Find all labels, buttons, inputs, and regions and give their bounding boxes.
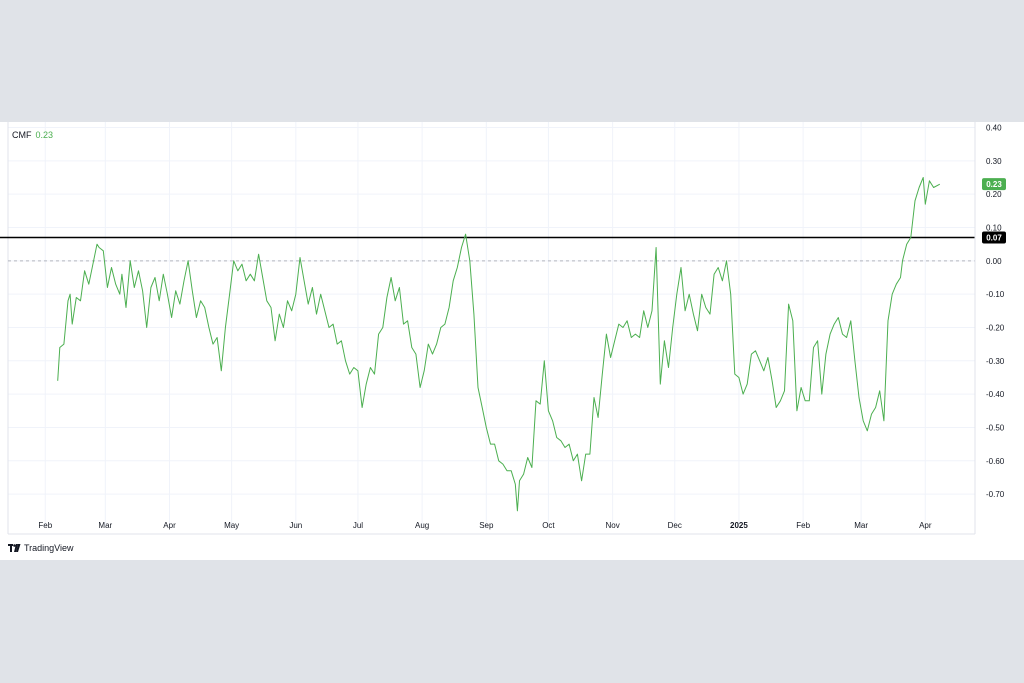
time-axis[interactable]: Feb Mar Apr May Jun Jul Aug Sep Oct Nov Dec 2025 Feb… [8, 521, 975, 535]
tradingview-logo-icon [8, 544, 21, 552]
level-badge-bg [982, 231, 1006, 244]
y-tick-label: 0.10 [986, 223, 1002, 232]
cmf-chart: 0.40 0.30 0.20 0.10 0.00 -0.10 -0.20 -0.30 -0.40… [0, 122, 1006, 535]
y-tick-label: -0.20 [986, 323, 1005, 332]
last-value-badge-text: 0.23 [986, 180, 1002, 189]
tradingview-wordmark: TradingView [24, 543, 74, 553]
y-tick-label: -0.40 [986, 390, 1005, 399]
chart-panel: 0.40 0.30 0.20 0.10 0.00 -0.10 -0.20 -0.30 -0.40… [0, 122, 1024, 560]
x-tick-label: 2025 [730, 521, 748, 530]
x-tick-label: May [224, 521, 239, 530]
y-tick-label: -0.60 [986, 457, 1005, 466]
tradingview-logo[interactable]: TradingView [8, 543, 74, 553]
x-tick-label: Jun [289, 521, 302, 530]
level-badge-text: 0.07 [986, 233, 1002, 242]
y-tick-label: 0.40 [986, 124, 1002, 133]
y-tick-label: -0.70 [986, 490, 1005, 499]
axis-badges: 0.23 0.07 [982, 178, 1006, 244]
cmf-series-line [57, 177, 941, 512]
x-tick-label: Aug [415, 521, 429, 530]
y-tick-label: -0.30 [986, 357, 1005, 366]
x-tick-label: Feb [796, 521, 810, 530]
x-tick-label: Jul [353, 521, 363, 530]
grid-lines [7, 122, 975, 534]
x-tick-label: Dec [668, 521, 682, 530]
x-tick-label: Nov [606, 521, 620, 530]
y-tick-label: 0.20 [986, 190, 1002, 199]
x-tick-label: Sep [479, 521, 494, 530]
x-tick-label: Apr [163, 521, 176, 530]
x-tick-label: Mar [854, 521, 868, 530]
y-tick-label: -0.50 [986, 423, 1005, 432]
x-tick-label: Mar [98, 521, 112, 530]
x-tick-label: Apr [919, 521, 932, 530]
x-tick-label: Oct [542, 521, 555, 530]
x-tick-label: Feb [38, 521, 52, 530]
indicator-value: 0.23 [35, 130, 54, 140]
y-tick-label: -0.10 [986, 290, 1005, 299]
price-axis[interactable]: 0.40 0.30 0.20 0.10 0.00 -0.10 -0.20 -0.30 -0.40… [974, 122, 1005, 534]
indicator-name: CMF [12, 130, 32, 140]
indicator-legend[interactable]: CMF 0.23 [12, 130, 53, 140]
y-tick-label: 0.00 [986, 257, 1002, 266]
last-value-badge-bg [982, 178, 1006, 191]
y-tick-label: 0.30 [986, 157, 1002, 166]
